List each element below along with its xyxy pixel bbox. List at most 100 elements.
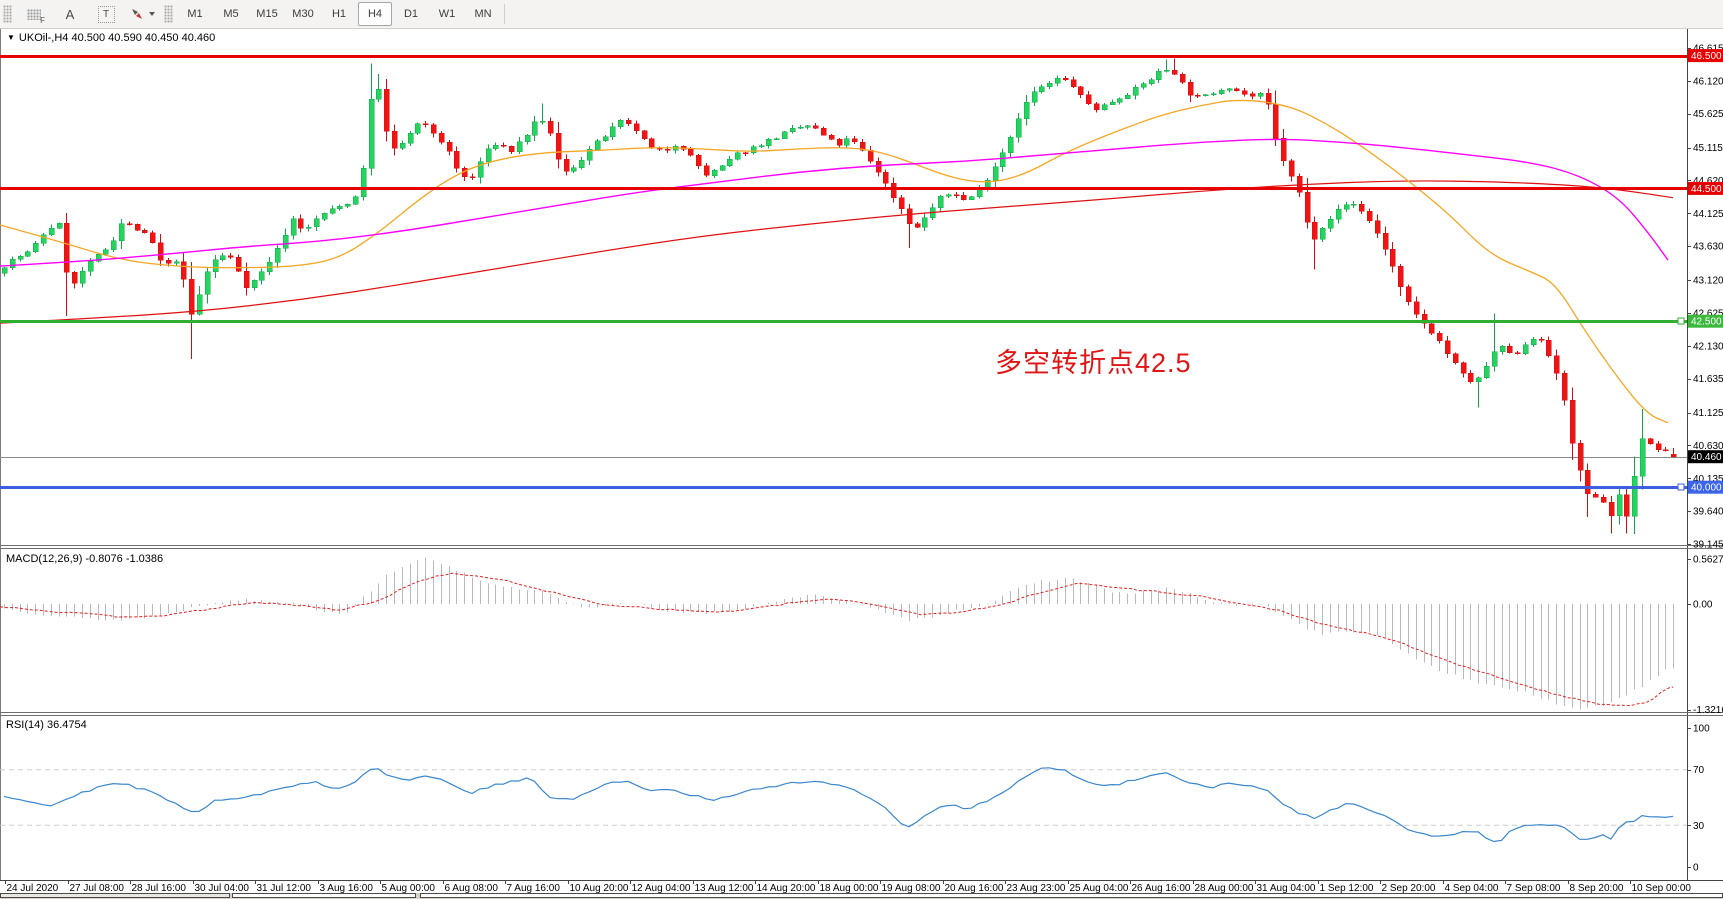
candle	[1031, 86, 1038, 106]
candle	[1616, 488, 1623, 525]
timeframe-button-h4[interactable]: H4	[358, 2, 392, 26]
candle	[1413, 296, 1420, 318]
svg-text:13 Aug 12:00: 13 Aug 12:00	[695, 883, 754, 894]
candle	[71, 270, 78, 289]
candle	[360, 165, 367, 201]
timeframe-button-d1[interactable]: D1	[403, 8, 419, 20]
timeframe-button-m5[interactable]: M5	[223, 8, 239, 20]
candle	[1405, 284, 1412, 306]
candle	[672, 144, 679, 154]
arrows-tool-button[interactable]	[125, 2, 160, 26]
timeframe-button-w1[interactable]: W1	[438, 8, 456, 20]
candle	[828, 133, 835, 141]
candle	[1241, 88, 1248, 97]
candle	[992, 162, 999, 187]
candle	[953, 191, 960, 199]
candle	[1015, 112, 1022, 143]
bottom-tab-1[interactable]	[0, 893, 230, 898]
candle	[95, 253, 102, 263]
toolbar-drag-handle[interactable]	[3, 5, 12, 23]
candle	[1452, 352, 1459, 365]
candle	[149, 230, 156, 244]
candle	[1374, 214, 1381, 239]
candle	[1226, 88, 1233, 93]
candle	[1670, 448, 1677, 458]
toolbar-group-separator[interactable]	[164, 5, 173, 23]
candle	[352, 195, 359, 206]
symbol-title-text: UKOil-,H4 40.500 40.590 40.450 40.460	[18, 32, 216, 44]
timeframe-button-m30[interactable]: M30	[292, 8, 314, 20]
candle	[297, 214, 304, 233]
candle	[1140, 82, 1147, 90]
candle	[399, 140, 406, 150]
candle	[1350, 201, 1357, 208]
window-bottom-tabs[interactable]	[0, 893, 1723, 899]
grid-dots-icon: F	[27, 8, 45, 25]
candle	[40, 233, 47, 247]
candle	[438, 131, 445, 145]
candle	[375, 74, 382, 103]
text-tool-button[interactable]: T	[89, 2, 123, 26]
timeframe-button-m15[interactable]: M15	[256, 8, 278, 20]
candle	[1265, 88, 1272, 110]
text-box-icon: T	[97, 5, 115, 23]
bottom-tab-2[interactable]	[232, 893, 416, 898]
candle	[617, 118, 624, 129]
svg-text:46.120: 46.120	[1693, 76, 1723, 87]
chart-annotation-text[interactable]: 多空转折点42.5	[995, 348, 1192, 378]
candle	[781, 131, 788, 140]
candle	[1038, 84, 1045, 94]
label-a-button[interactable]: A	[53, 2, 87, 26]
candle	[1327, 215, 1334, 232]
candle	[1148, 78, 1155, 86]
candle	[17, 255, 24, 262]
svg-text:28 Jul 16:00: 28 Jul 16:00	[132, 883, 187, 894]
chevron-down-icon	[149, 12, 155, 16]
candle	[414, 122, 421, 136]
svg-text:1 Sep 12:00: 1 Sep 12:00	[1320, 883, 1374, 894]
candle	[633, 120, 640, 134]
candle	[1249, 91, 1256, 100]
candle	[1358, 200, 1365, 214]
candle	[1304, 178, 1311, 229]
candle	[368, 63, 375, 176]
svg-text:44.620: 44.620	[1693, 176, 1723, 187]
candle	[1647, 438, 1654, 445]
collapse-triangle-icon[interactable]: ▼	[7, 33, 15, 42]
candle	[500, 142, 507, 148]
candle	[1070, 76, 1077, 89]
candle	[219, 252, 226, 262]
candle	[1639, 408, 1646, 490]
candle	[804, 125, 811, 130]
candle	[1467, 370, 1474, 384]
timeframe-button-m1[interactable]: M1	[187, 8, 203, 20]
timeframe-group: M1 M5 M15 M30 H1 H4 D1 W1 MN	[177, 2, 501, 26]
candle	[625, 117, 632, 127]
candle	[773, 137, 780, 141]
svg-text:43.630: 43.630	[1693, 242, 1723, 253]
svg-text:40.000: 40.000	[1691, 483, 1722, 494]
price-axis: 46.615 46.120 45.625 45.115 44.620 44.125 43.6…	[1687, 44, 1723, 874]
timeframe-button-h1[interactable]: H1	[331, 8, 347, 20]
svg-text:44.500: 44.500	[1691, 184, 1722, 195]
candle	[1592, 492, 1599, 498]
svg-text:70: 70	[1693, 765, 1705, 776]
candle	[469, 173, 476, 181]
bottom-tab-3[interactable]	[420, 893, 1723, 898]
candle	[336, 204, 343, 211]
candle	[9, 256, 16, 270]
svg-text:14 Aug 20:00: 14 Aug 20:00	[757, 883, 816, 894]
timeframe-button-mn[interactable]: MN	[474, 8, 492, 20]
candle	[586, 146, 593, 165]
candle	[1085, 90, 1092, 106]
candle	[1397, 263, 1404, 296]
candle	[453, 146, 460, 173]
candle	[1545, 336, 1552, 358]
svg-text:100: 100	[1693, 724, 1710, 735]
grid-f-icon[interactable]: F	[17, 2, 51, 26]
candle	[1460, 361, 1467, 378]
svg-text:30: 30	[1693, 821, 1705, 832]
svg-text:25 Aug 04:00: 25 Aug 04:00	[1070, 883, 1129, 894]
